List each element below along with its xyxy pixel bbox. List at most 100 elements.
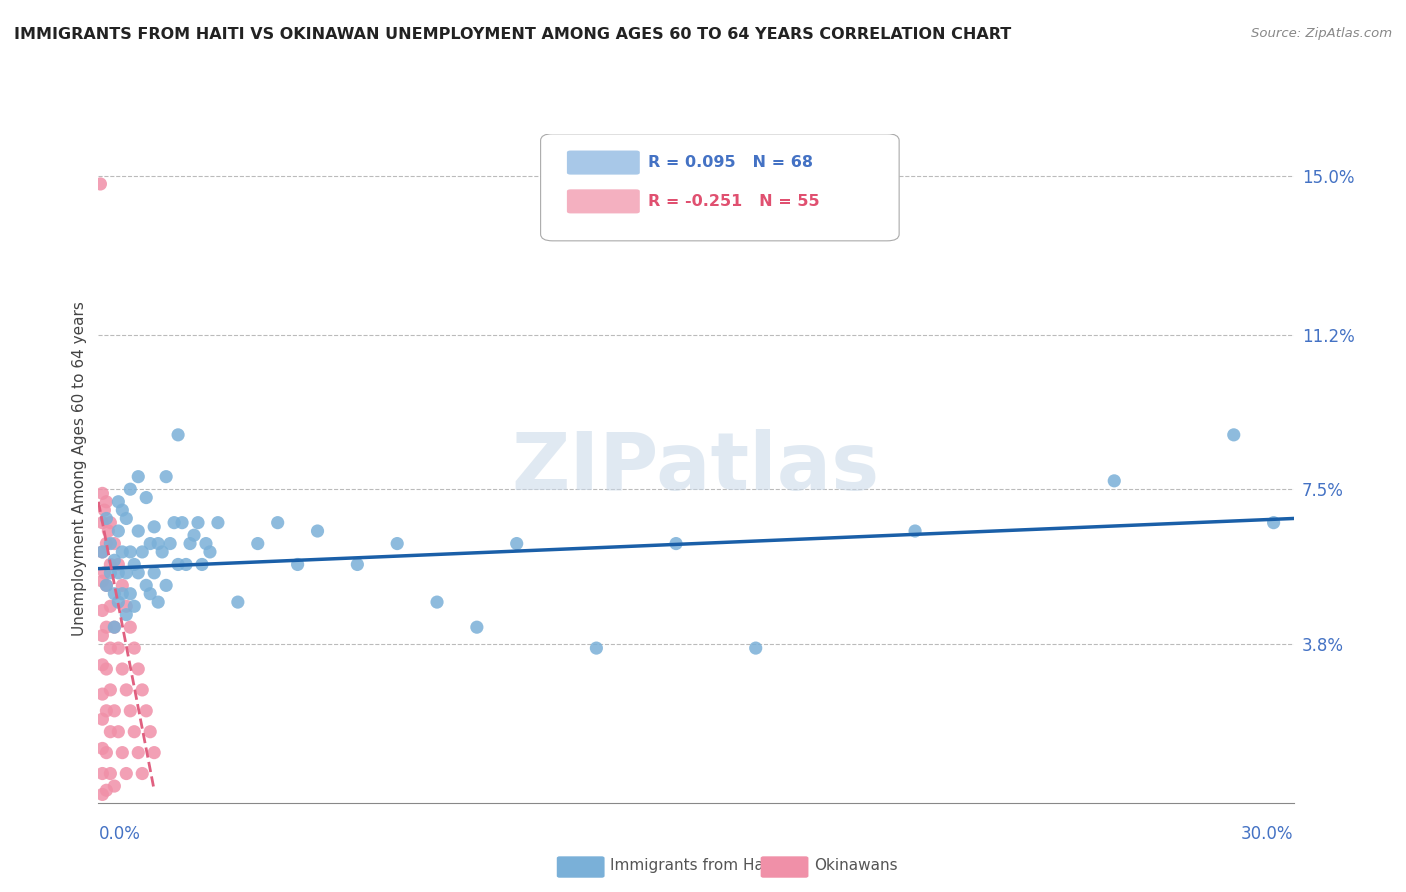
Point (127, 566, 149, 580)
Point (91, 603, 114, 617)
Point (96, 536, 118, 550)
Text: ZIPatlas: ZIPatlas (512, 429, 880, 508)
Point (120, 587, 142, 601)
Point (124, 641, 146, 656)
Point (107, 724, 129, 739)
Point (172, 516, 194, 530)
Point (131, 682, 153, 697)
FancyBboxPatch shape (567, 151, 640, 175)
Point (96, 746, 118, 760)
Point (174, 558, 197, 572)
Point (96, 662, 118, 676)
Point (506, 536, 529, 550)
Point (111, 746, 134, 760)
Point (124, 599, 146, 614)
Point (124, 558, 146, 572)
Point (91, 545, 114, 559)
Point (100, 558, 122, 572)
Point (93, 566, 115, 580)
Point (111, 578, 134, 592)
Point (96, 783, 118, 797)
Point (111, 662, 134, 676)
Point (91, 628, 114, 642)
Point (745, 641, 768, 656)
FancyBboxPatch shape (540, 134, 900, 241)
Point (585, 641, 607, 656)
Point (163, 516, 186, 530)
Point (187, 516, 209, 530)
Point (115, 566, 138, 580)
Point (100, 566, 122, 580)
Point (307, 524, 329, 538)
Point (246, 536, 269, 550)
Point (195, 536, 218, 550)
Point (124, 724, 146, 739)
Point (103, 620, 125, 634)
Point (120, 620, 142, 634)
Point (120, 482, 142, 496)
Point (100, 682, 122, 697)
Point (127, 662, 149, 676)
Point (107, 495, 129, 509)
Point (1102, 474, 1125, 488)
Point (159, 536, 181, 550)
Point (103, 779, 125, 793)
Text: 30.0%: 30.0% (1241, 825, 1294, 843)
Point (100, 536, 122, 550)
Point (385, 536, 409, 550)
Point (139, 587, 162, 601)
Point (131, 545, 153, 559)
Point (226, 595, 249, 609)
Point (198, 545, 221, 559)
Point (115, 599, 138, 614)
Point (143, 746, 166, 760)
Point (100, 599, 122, 614)
Point (426, 595, 449, 609)
Point (135, 491, 157, 505)
Point (115, 607, 138, 622)
Point (91, 687, 114, 701)
Point (91, 741, 114, 756)
Point (115, 766, 138, 780)
Point (107, 641, 129, 656)
Point (103, 704, 125, 718)
Y-axis label: Unemployment Among Ages 60 to 64 years: Unemployment Among Ages 60 to 64 years (72, 301, 87, 636)
Point (904, 524, 927, 538)
Point (100, 641, 122, 656)
Point (97, 524, 120, 538)
Point (100, 724, 122, 739)
Point (100, 766, 122, 780)
Point (127, 746, 149, 760)
Point (96, 704, 118, 718)
Point (155, 469, 177, 483)
Point (96, 620, 118, 634)
Point (103, 620, 125, 634)
Point (148, 595, 170, 609)
Point (115, 511, 138, 525)
Point (139, 724, 162, 739)
Point (150, 545, 173, 559)
FancyBboxPatch shape (567, 189, 640, 213)
Point (96, 578, 118, 592)
Point (127, 469, 149, 483)
Point (148, 536, 170, 550)
Point (155, 578, 177, 592)
Point (96, 495, 118, 509)
Text: Immigrants from Haiti: Immigrants from Haiti (610, 858, 779, 872)
Point (91, 545, 114, 559)
Point (91, 657, 114, 672)
Text: R = -0.251   N = 55: R = -0.251 N = 55 (648, 194, 820, 209)
Point (96, 578, 118, 592)
Text: R = 0.095   N = 68: R = 0.095 N = 68 (648, 155, 813, 170)
Point (103, 553, 125, 567)
Point (143, 566, 166, 580)
Point (91, 712, 114, 726)
Point (346, 558, 368, 572)
Point (103, 587, 125, 601)
Point (89, 177, 111, 191)
Point (1263, 516, 1285, 530)
Point (115, 682, 138, 697)
Text: 0.0%: 0.0% (98, 825, 141, 843)
Point (131, 766, 153, 780)
Text: IMMIGRANTS FROM HAITI VS OKINAWAN UNEMPLOYMENT AMONG AGES 60 TO 64 YEARS CORRELA: IMMIGRANTS FROM HAITI VS OKINAWAN UNEMPL… (14, 27, 1011, 42)
